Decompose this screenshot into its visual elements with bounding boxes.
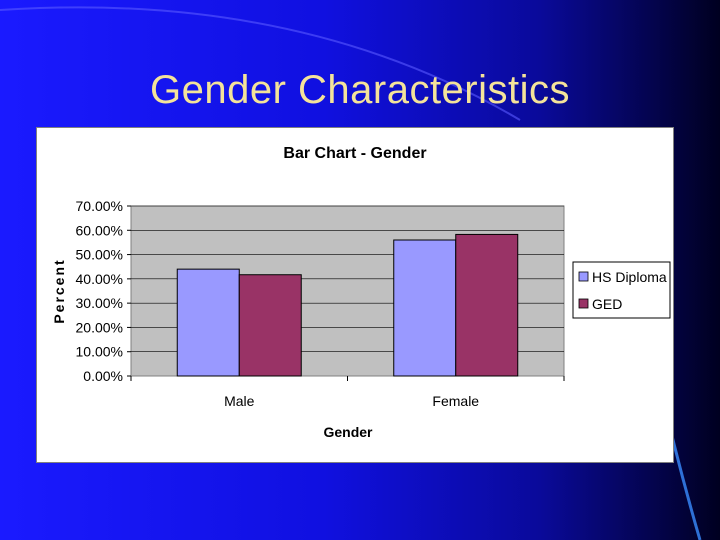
bars-group [176, 233, 519, 377]
x-axis-ticks: Male Female [130, 376, 565, 409]
y-axis-title: Percent [51, 258, 67, 323]
chart-container: Bar Chart - Gender 0.00% 10.00% 20.00% 30.0… [36, 127, 674, 463]
bar-ged-male [238, 274, 302, 377]
slide-title: Gender Characteristics [149, 68, 571, 112]
bar-hs-diploma-male [176, 268, 240, 377]
y-tick-label: 60.00% [76, 222, 123, 238]
legend-swatch-ged [578, 298, 589, 309]
legend: HS Diploma GED [572, 261, 671, 319]
y-tick-label: 30.00% [76, 295, 123, 311]
y-axis-ticks: 0.00% 10.00% 20.00% 30.00% 40.00% 50.00% 60.00… [76, 198, 131, 384]
legend-label-hs-diploma: HS Diploma [592, 269, 667, 285]
x-tick-label: Male [224, 393, 255, 409]
legend-label-ged: GED [592, 296, 622, 312]
y-tick-label: 20.00% [76, 319, 123, 335]
chart-title: Bar Chart - Gender [283, 145, 426, 162]
y-tick-label: 0.00% [83, 368, 123, 384]
bar-ged-female [455, 233, 519, 377]
y-tick-label: 50.00% [76, 247, 123, 263]
bar-hs-diploma-female [393, 239, 457, 377]
y-tick-label: 10.00% [76, 344, 123, 360]
y-tick-label: 40.00% [76, 271, 123, 287]
legend-swatch-hs-diploma [578, 271, 589, 282]
bar-chart: Bar Chart - Gender 0.00% 10.00% 20.00% 30.0… [51, 145, 671, 440]
y-tick-label: 70.00% [76, 198, 123, 214]
x-tick-label: Female [432, 393, 479, 409]
x-axis-title: Gender [323, 424, 373, 440]
legend-box [572, 261, 671, 319]
